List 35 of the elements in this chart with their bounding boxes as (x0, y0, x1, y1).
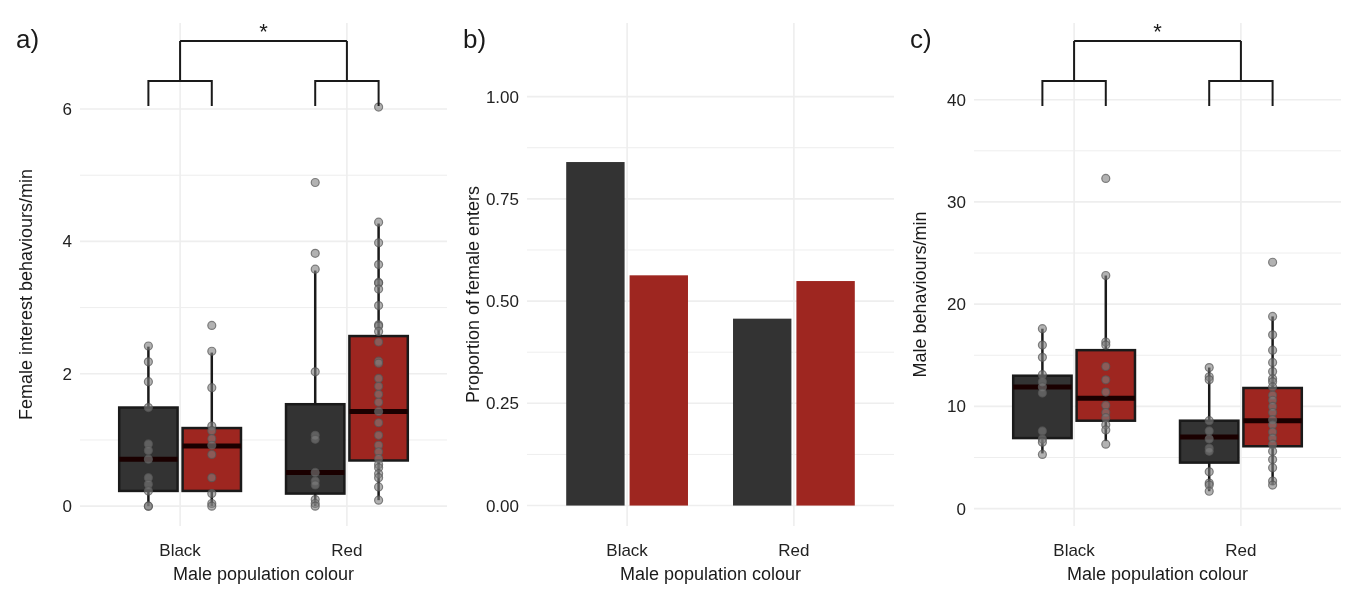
x-tick-label: Red (1225, 541, 1257, 560)
bar (629, 275, 688, 506)
y-tick-label: 0.00 (485, 496, 519, 516)
bar (733, 318, 792, 506)
y-tick-label: 40 (947, 90, 966, 110)
y-tick-label: 0.25 (485, 394, 519, 414)
chart-title: c) (910, 24, 932, 54)
y-tick-label: 2 (62, 364, 72, 384)
y-tick-label: 0.50 (485, 292, 519, 312)
x-tick-label: Red (778, 541, 810, 560)
bar (796, 281, 855, 506)
x-tick-label: Black (606, 541, 649, 560)
x-axis-title: Male population colour (619, 564, 802, 584)
y-tick-label: 30 (947, 192, 966, 212)
chart-title: b) (463, 24, 487, 54)
chart-title: a) (16, 24, 40, 54)
x-tick-label: Black (159, 541, 202, 560)
y-axis-title: Male behaviours/min (910, 211, 930, 378)
y-axis-title: Proportion of female enters (463, 185, 483, 404)
bar (566, 162, 625, 506)
y-tick-label: 6 (62, 99, 72, 119)
x-axis-title: Male population colour (1066, 564, 1249, 584)
y-tick-label: 0 (956, 499, 966, 519)
y-tick-label: 20 (947, 295, 966, 315)
x-tick-label: Black (1053, 541, 1096, 560)
x-tick-label: Red (331, 541, 363, 560)
y-tick-label: 0 (62, 497, 72, 517)
y-axis-title: Female interest behaviours/min (16, 168, 36, 421)
y-tick-label: 10 (947, 397, 966, 417)
y-tick-label: 1.00 (485, 87, 519, 107)
annotation: * (1153, 19, 1163, 44)
y-tick-label: 4 (62, 232, 72, 252)
x-axis-title: Male population colour (172, 564, 355, 584)
y-tick-label: 0.75 (485, 189, 519, 209)
annotation: * (259, 19, 269, 44)
